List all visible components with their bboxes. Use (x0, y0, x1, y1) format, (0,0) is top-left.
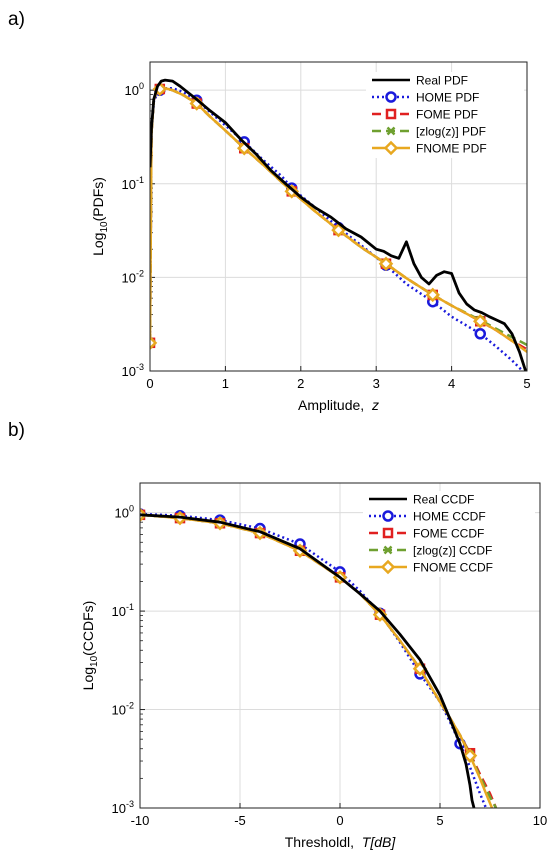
legend-label: Real PDF (416, 74, 468, 88)
legend-swatch-marker-stroke (386, 126, 396, 136)
legend-swatch-marker (385, 108, 397, 120)
panel-a-label: a) (8, 9, 25, 30)
x-axis-label: Thresholdl, T[dB] (285, 834, 397, 850)
chart-panel-0: 0 1 2 3 4 5 100 10-1 10-2 10-3 Amplitude, z Log10(P… (90, 61, 531, 413)
chart-panel-1: -10 -5 0 5 10 100 10-1 10-2 10-3 Thresholdl, T[dB… (80, 482, 547, 850)
x-tick-label: 5 (523, 376, 530, 391)
series-line-0 (140, 513, 476, 808)
legend-label: [zlog(z)] CCDF (413, 544, 492, 558)
panel-b-label: b) (8, 420, 25, 441)
series-marker-4 (462, 748, 478, 763)
axes-frame (139, 482, 541, 809)
y-axis-label: Log10(CCDFs) (80, 601, 100, 691)
legend-label: FOME PDF (416, 108, 478, 122)
series-marker-4 (331, 222, 346, 238)
axes-frame (149, 61, 528, 372)
x-tick-label: 10 (533, 813, 547, 828)
y-tick-label: 10-2 (122, 268, 144, 285)
series-marker-4 (150, 335, 158, 351)
y-tick-label: 10-2 (112, 701, 134, 718)
x-tick-label: 1 (222, 376, 229, 391)
x-tick-label: 0 (146, 376, 153, 391)
x-tick-label: -10 (131, 813, 150, 828)
x-tick-label: 3 (373, 376, 380, 391)
y-tick-label: 10-3 (122, 362, 144, 379)
y-tick-label: 10-1 (122, 175, 144, 192)
y-tick-label: 10-1 (112, 602, 134, 619)
legend-swatch-marker (386, 126, 396, 136)
legend-swatch-marker (382, 527, 394, 539)
legend-label: [zlog(z)] PDF (416, 125, 486, 139)
y-tick-label: 100 (125, 81, 144, 98)
y-tick-label: 100 (115, 504, 134, 521)
legend-label: HOME CCDF (413, 510, 486, 524)
plot-series-group (150, 78, 527, 371)
legend-swatch-marker (383, 545, 393, 555)
legend-swatch-marker (380, 559, 396, 575)
legend-label: FOME CCDF (413, 527, 484, 541)
legend-label: HOME PDF (416, 91, 479, 105)
x-tick-label: -5 (234, 813, 246, 828)
legend-swatch-marker (382, 510, 394, 522)
x-axis-label: Amplitude, z (298, 397, 379, 413)
legend-label: FNOME PDF (416, 142, 487, 156)
x-tick-label: 2 (297, 376, 304, 391)
series-marker-1 (474, 327, 487, 340)
legend-label: Real CCDF (413, 493, 474, 507)
legend-swatch-marker (385, 91, 397, 103)
series-marker-4 (425, 287, 441, 303)
legend-swatch-marker-stroke (383, 545, 393, 555)
x-tick-label: 5 (436, 813, 443, 828)
series-line-0 (150, 78, 527, 371)
y-tick-label: 10-3 (112, 799, 134, 816)
series-marker-4 (378, 256, 394, 271)
legend: Real PDF HOME PDF FOME PDF [zlog(z)] PDF FNO… (366, 72, 524, 158)
series-marker-4 (472, 313, 488, 329)
legend-swatch-marker (383, 140, 399, 156)
series-marker-4 (284, 184, 300, 199)
plot-series-group (140, 507, 498, 808)
legend: Real CCDF HOME CCDF FOME CCDF [zlog(z)] CCD… (363, 491, 535, 577)
y-axis-label: Log10(PDFs) (90, 177, 110, 256)
series-marker-4 (372, 607, 388, 622)
legend-label: FNOME CCDF (413, 561, 493, 575)
x-tick-label: 0 (336, 813, 343, 828)
x-tick-label: 4 (448, 376, 455, 391)
